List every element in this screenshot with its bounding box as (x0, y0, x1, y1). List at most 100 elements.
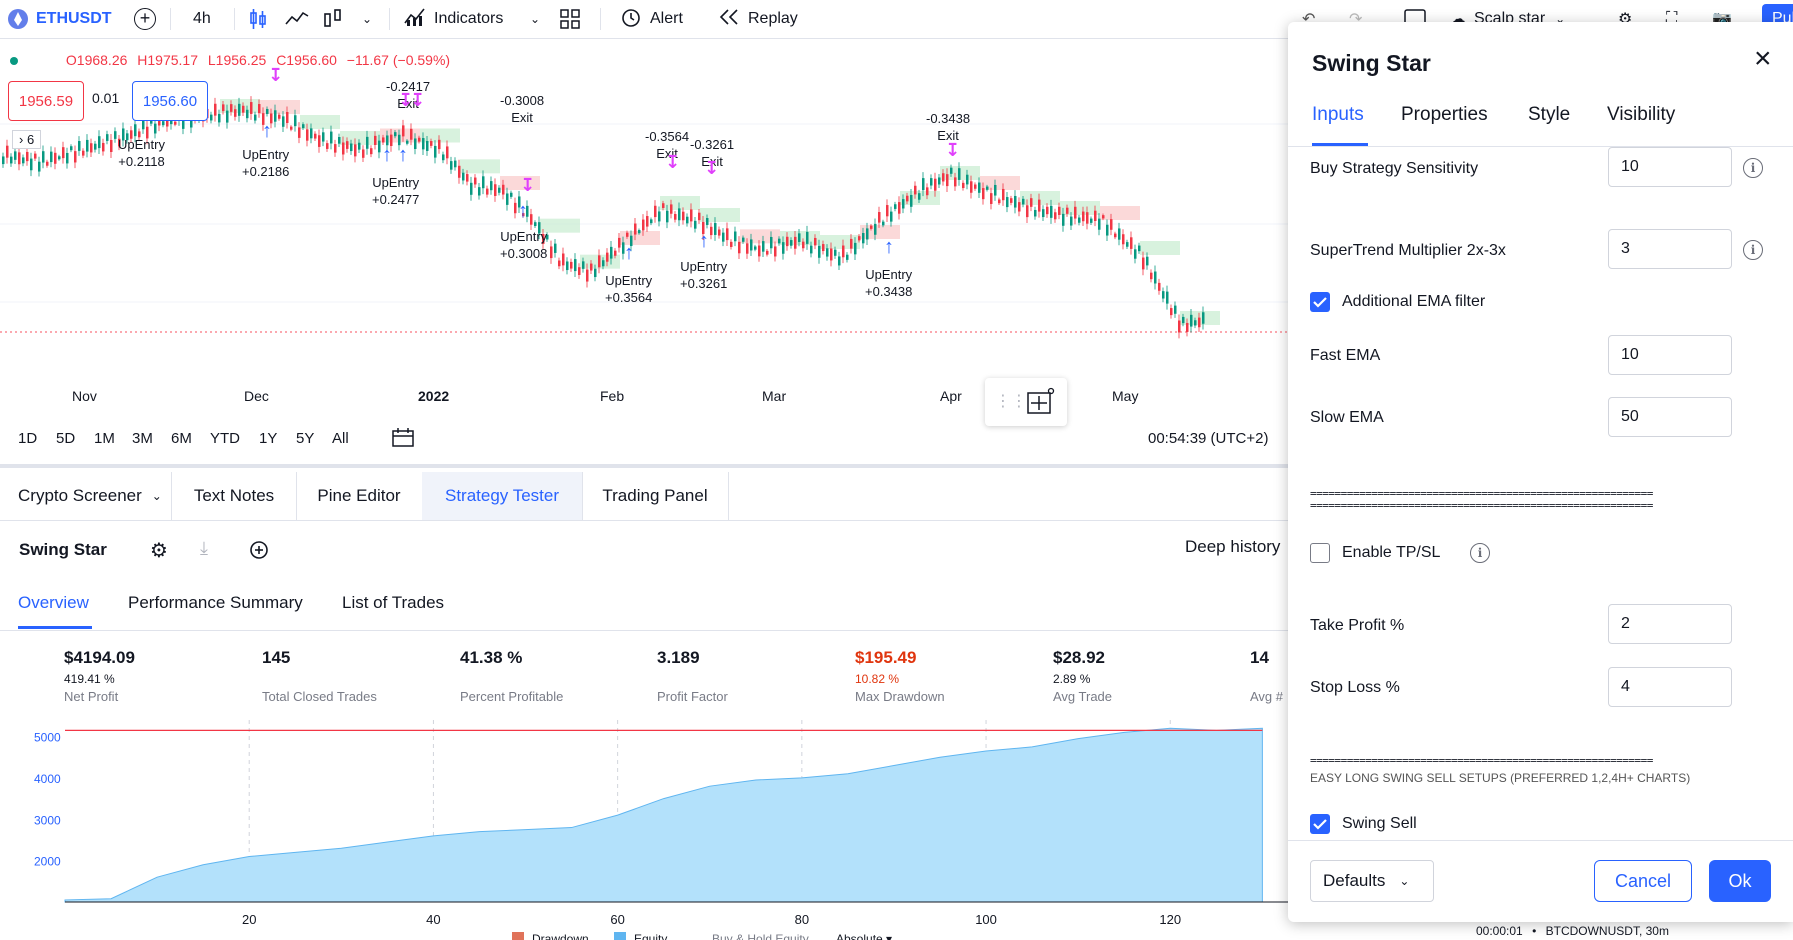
line-chart-icon[interactable] (285, 0, 309, 38)
candle-body (926, 187, 929, 196)
range-1y[interactable]: 1Y (259, 430, 278, 447)
info-icon[interactable]: i (1470, 543, 1490, 563)
candle-body (582, 261, 585, 269)
interval-button[interactable]: 4h (193, 10, 211, 27)
alert-button[interactable]: Alert (620, 0, 683, 38)
price-chart-canvas[interactable] (0, 40, 1290, 460)
supertrend-input[interactable]: 3 (1608, 229, 1732, 269)
candle-body (430, 141, 433, 146)
measure-icon[interactable] (1025, 387, 1055, 422)
cancel-button[interactable]: Cancel (1594, 860, 1692, 902)
take-profit-input[interactable]: 2 (1608, 604, 1732, 644)
candle-body (1066, 207, 1069, 214)
fast-ema-input[interactable]: 10 (1608, 335, 1732, 375)
candle-body (822, 244, 825, 252)
candle-body (962, 182, 965, 189)
add-alert-icon[interactable] (248, 537, 272, 566)
ok-button[interactable]: Ok (1709, 860, 1771, 902)
swing-sell-checkbox[interactable] (1310, 814, 1330, 834)
candle-body (922, 178, 925, 191)
range-1d[interactable]: 1D (18, 430, 38, 447)
candle-body (230, 104, 233, 112)
candle-body (902, 199, 905, 209)
candle-body (754, 246, 757, 250)
dialog-tab-properties[interactable]: Properties (1401, 104, 1488, 125)
range-5d[interactable]: 5D (56, 430, 76, 447)
dialog-tab-inputs[interactable]: Inputs (1312, 104, 1364, 125)
download-icon[interactable]: ⤓ (200, 538, 208, 558)
range-1m[interactable]: 1M (94, 430, 115, 447)
candle-body (870, 225, 873, 229)
candles-icon[interactable] (248, 0, 268, 38)
date-range-icon[interactable] (392, 428, 414, 453)
defaults-dropdown[interactable]: Defaults ⌄ (1310, 860, 1434, 902)
arrow-up-icon: ↑ (699, 230, 709, 252)
candle-body (982, 188, 985, 200)
deep-history-toggle[interactable]: Deep history (1185, 537, 1281, 556)
tab-trading-panel[interactable]: Trading Panel (582, 472, 729, 520)
candle-body (438, 139, 441, 150)
candle-body (146, 126, 149, 139)
fullscreen-icon[interactable]: ⛶ (1666, 10, 1678, 27)
sell-price-button[interactable]: 1956.59 (8, 81, 84, 121)
dialog-tab-style[interactable]: Style (1528, 104, 1571, 125)
candle-body (774, 246, 777, 257)
tab-crypto-screener[interactable]: Crypto Screener ⌄ (0, 472, 172, 520)
close-icon[interactable]: × (1754, 42, 1772, 75)
bar-type-icon[interactable] (323, 0, 343, 38)
chevron-down-icon[interactable]: ⌄ (530, 12, 541, 26)
enable-tpsl-checkbox[interactable] (1310, 543, 1330, 563)
drag-handle-icon[interactable]: ⋮⋮ (995, 393, 1027, 410)
range-all[interactable]: All (332, 430, 349, 447)
trend-band (980, 176, 1020, 190)
replay-button[interactable]: Replay (718, 0, 798, 38)
buy-price-button[interactable]: 1956.60 (132, 81, 208, 121)
y-tick-label: 5000 (34, 731, 61, 745)
symbol-search[interactable]: ETHUSDT (8, 0, 112, 38)
candle-body (850, 238, 853, 249)
clock-readout[interactable]: 00:54:39 (UTC+2) (1148, 430, 1269, 447)
tab-pine-editor[interactable]: Pine Editor (296, 472, 423, 520)
layouts-grid-icon[interactable] (560, 0, 580, 38)
stop-loss-input[interactable]: 4 (1608, 667, 1732, 707)
candle-body (274, 110, 277, 122)
candle-body (1166, 291, 1169, 304)
subtab-overview[interactable]: Overview (18, 593, 89, 612)
info-icon[interactable]: i (1743, 240, 1763, 260)
candle-body (846, 254, 849, 260)
range-6m[interactable]: 6M (171, 430, 192, 447)
candle-body (878, 212, 881, 223)
candle-body (498, 187, 501, 193)
candle-body (294, 115, 297, 127)
candle-body (358, 142, 361, 150)
swing-setup-text: EASY LONG SWING SELL SETUPS (PREFERRED 1… (1310, 771, 1691, 785)
subtab-list-of-trades[interactable]: List of Trades (342, 593, 445, 612)
dialog-tab-visibility[interactable]: Visibility (1607, 104, 1676, 125)
subtab-performance-summary[interactable]: Performance Summary (128, 593, 303, 612)
candle-body (154, 123, 157, 134)
tab-text-notes[interactable]: Text Notes (172, 472, 297, 520)
slow-ema-input[interactable]: 50 (1608, 397, 1732, 437)
candle-body (562, 253, 565, 266)
price-chart[interactable]: O1968.26 H1975.17 L1956.25 C1956.60 −11.… (0, 40, 1290, 460)
indicators-button[interactable]: Indicators (404, 0, 503, 38)
scale-mode-dropdown[interactable]: Absolute ▾ (836, 932, 892, 940)
candle-body (674, 214, 677, 220)
tab-strategy-tester[interactable]: Strategy Tester (422, 472, 583, 520)
candle-body (894, 204, 897, 209)
range-3m[interactable]: 3M (132, 430, 153, 447)
buy-sensitivity-input[interactable]: 10 (1608, 147, 1732, 187)
ema-filter-checkbox[interactable] (1310, 292, 1330, 312)
candle-body (690, 209, 693, 222)
candle-body (1058, 206, 1061, 215)
compare-button[interactable]: + (134, 0, 156, 38)
status-bar: 00:00:01 • BTCDOWNUSDT, 30m (1476, 924, 1669, 938)
equity-chart[interactable]: 20 40 60 80 100 120 2000 3000 4000 5000 Drawdown Eq… (0, 714, 1290, 940)
gear-icon[interactable]: ⚙ (150, 540, 168, 562)
range-5y[interactable]: 5Y (296, 430, 315, 447)
info-icon[interactable]: i (1743, 158, 1763, 178)
range-ytd[interactable]: YTD (210, 430, 240, 447)
chevron-down-icon[interactable]: ⌄ (362, 12, 373, 26)
indicator-count-badge[interactable]: › 6 (12, 130, 42, 149)
candle-body (70, 146, 73, 151)
